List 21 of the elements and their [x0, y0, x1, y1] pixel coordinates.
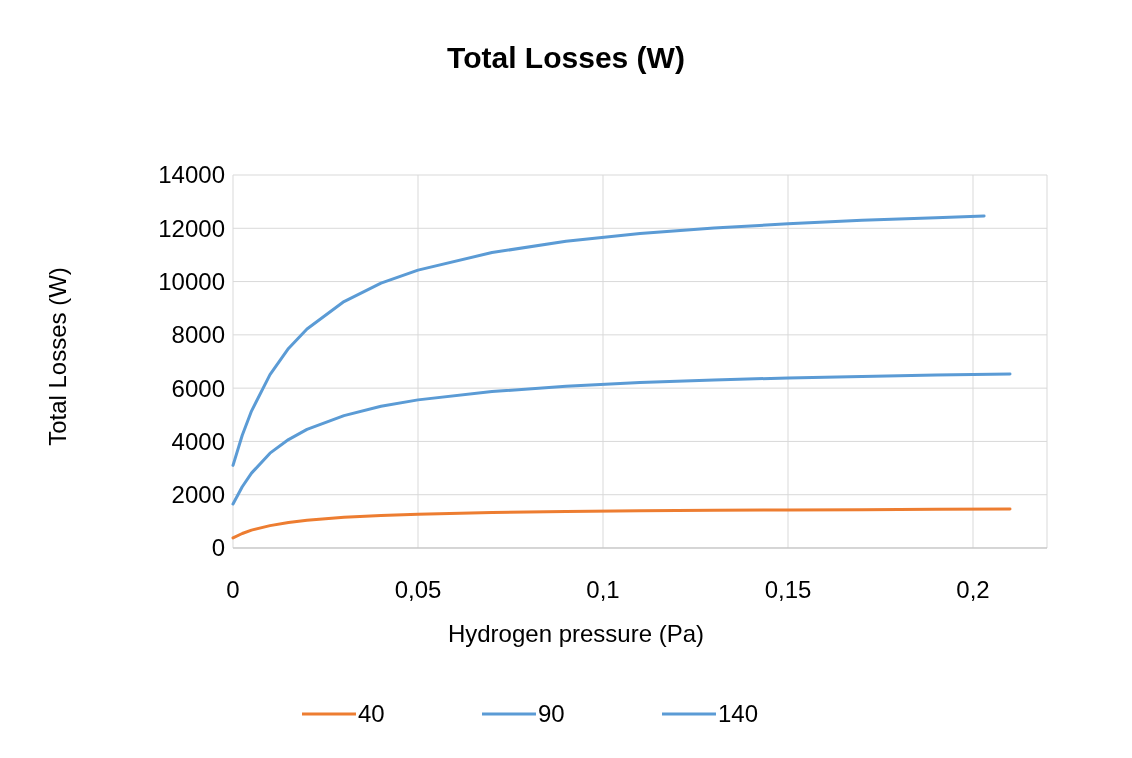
- y-tick-label: 6000: [171, 374, 225, 402]
- x-tick-label: 0,05: [394, 576, 442, 603]
- x-axis-title: Hydrogen pressure (Pa): [447, 620, 705, 647]
- y-tick-label: 12000: [158, 214, 225, 242]
- y-tick-label: 4000: [171, 427, 225, 455]
- y-tick-label: 10000: [158, 267, 225, 295]
- legend-label: 40: [358, 700, 385, 728]
- y-tick-label: 2000: [171, 481, 225, 509]
- x-tick-label: 0,1: [586, 576, 620, 603]
- line-series: [231, 372, 1012, 506]
- y-axis-title: Total Losses (W): [44, 267, 71, 446]
- chart-title: Total Losses (W): [447, 41, 685, 74]
- legend-label: 90: [538, 700, 565, 728]
- line-series: [231, 214, 986, 467]
- x-tick-label: 0,2: [956, 576, 990, 603]
- line-series: [231, 507, 1012, 540]
- x-tick-label: 0,15: [764, 576, 812, 603]
- y-tick-label: 0: [211, 534, 225, 562]
- y-tick-label: 14000: [158, 161, 225, 189]
- y-tick-label: 8000: [171, 321, 225, 349]
- legend-label: 140: [718, 700, 759, 728]
